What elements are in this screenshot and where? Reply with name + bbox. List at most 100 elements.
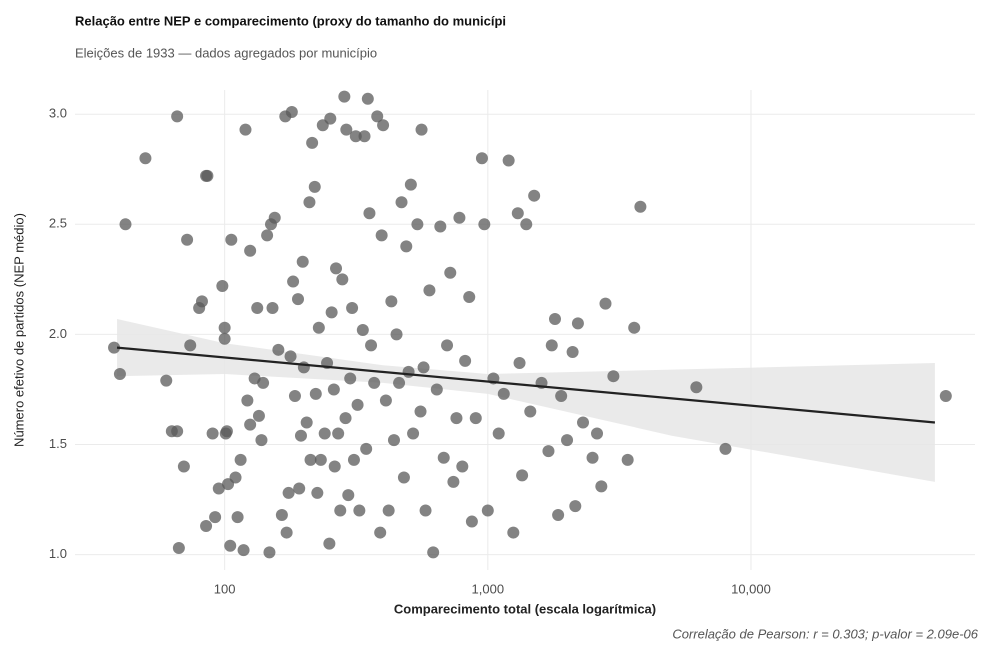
point [285, 106, 298, 119]
point [511, 207, 524, 220]
point [569, 500, 582, 513]
point [690, 381, 703, 394]
point [244, 244, 257, 257]
point [261, 229, 274, 242]
point [417, 361, 430, 374]
point [171, 110, 184, 123]
point [447, 475, 460, 488]
point [507, 526, 520, 539]
point [475, 152, 488, 165]
point [300, 416, 313, 429]
point [427, 546, 440, 559]
point [719, 442, 732, 455]
point [621, 453, 634, 466]
point [328, 460, 341, 473]
point [347, 453, 360, 466]
point [607, 370, 620, 383]
point [342, 489, 355, 502]
point [387, 434, 400, 447]
point [407, 427, 420, 440]
point [330, 262, 343, 275]
y-tick-label: 2.0 [49, 326, 67, 341]
point [172, 541, 185, 554]
y-tick-label: 2.5 [49, 216, 67, 231]
point [244, 418, 257, 431]
point [252, 409, 265, 422]
y-tick-label: 1.5 [49, 436, 67, 451]
point [430, 383, 443, 396]
point [293, 482, 306, 495]
point [353, 504, 366, 517]
point [209, 511, 222, 524]
point [314, 453, 327, 466]
point [586, 451, 599, 464]
point [200, 519, 213, 532]
point [423, 284, 436, 297]
point [177, 460, 190, 473]
point [336, 273, 349, 286]
y-tick-label: 1.0 [49, 546, 67, 561]
point [375, 229, 388, 242]
point [218, 321, 231, 334]
point [308, 180, 321, 193]
point [338, 90, 351, 103]
point [571, 317, 584, 330]
point [311, 486, 324, 499]
point [220, 425, 233, 438]
point [397, 471, 410, 484]
point [382, 504, 395, 517]
point [237, 544, 250, 557]
point [318, 427, 331, 440]
point [340, 123, 353, 136]
point [266, 301, 279, 314]
point [402, 365, 415, 378]
point [377, 119, 390, 132]
point [400, 240, 413, 253]
point [390, 328, 403, 341]
point [216, 279, 229, 292]
point [255, 434, 268, 447]
point [545, 339, 558, 352]
point [288, 390, 301, 403]
point [113, 368, 126, 381]
point [548, 312, 561, 325]
point [595, 480, 608, 493]
point [239, 123, 252, 136]
point [160, 374, 173, 387]
point [441, 339, 454, 352]
point [212, 482, 225, 495]
point [939, 390, 952, 403]
point [492, 427, 505, 440]
point [257, 376, 270, 389]
x-tick-label: 100 [214, 581, 236, 596]
point [351, 398, 364, 411]
point [225, 233, 238, 246]
confidence-band [117, 318, 935, 482]
point [542, 445, 555, 458]
x-tick-label: 1,000 [472, 581, 505, 596]
point [251, 301, 264, 314]
point [323, 537, 336, 550]
point [599, 297, 612, 310]
point [628, 321, 641, 334]
x-tick-label: 10,000 [731, 581, 771, 596]
point [282, 486, 295, 499]
point [344, 372, 357, 385]
x-axis-label: Comparecimento total (escala logarítmica… [394, 601, 656, 616]
point [171, 425, 184, 438]
point [272, 343, 285, 356]
point [450, 412, 463, 425]
point [361, 92, 374, 105]
point [371, 110, 384, 123]
point [419, 504, 432, 517]
point [241, 394, 254, 407]
point [566, 346, 579, 359]
point [379, 394, 392, 407]
point [516, 469, 529, 482]
point [497, 387, 510, 400]
point [463, 290, 476, 303]
point [201, 169, 214, 182]
point [206, 427, 219, 440]
point [184, 339, 197, 352]
point [284, 350, 297, 363]
